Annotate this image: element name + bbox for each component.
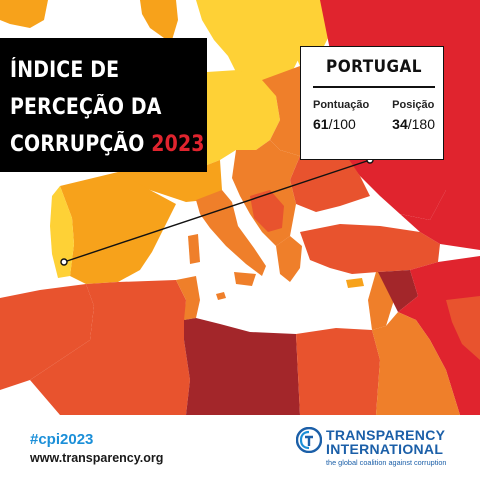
map-syria bbox=[378, 270, 418, 312]
title-line-3: CORRUPÇÃO 2023 bbox=[10, 126, 204, 163]
connector-dot-portugal bbox=[60, 258, 68, 266]
map-egypt bbox=[296, 328, 380, 415]
map-western-europe bbox=[207, 70, 280, 165]
map-gulf-coast bbox=[446, 296, 480, 360]
map-caucasus bbox=[400, 190, 480, 250]
org-name-line2: INTERNATIONAL bbox=[326, 441, 444, 457]
map-spain bbox=[60, 172, 176, 284]
map-sicily bbox=[234, 272, 256, 286]
map-turkey bbox=[300, 224, 440, 274]
title-box: ÍNDICE DE PERCEÇÃO DA CORRUPÇÃO 2023 bbox=[0, 38, 207, 172]
connector-line bbox=[63, 159, 371, 263]
map-libya bbox=[184, 318, 300, 415]
map-greece bbox=[276, 236, 302, 282]
org-tagline: the global coalition against corruption bbox=[326, 458, 447, 467]
map-western-balkans bbox=[250, 190, 284, 232]
stats-row: Pontuação 61/100 Posição 34/180 bbox=[313, 99, 435, 132]
rank-value: 34/180 bbox=[392, 116, 435, 132]
map-tunisia bbox=[176, 276, 200, 320]
website-link[interactable]: www.transparency.org bbox=[30, 451, 164, 465]
score-stat: Pontuação 61/100 bbox=[313, 99, 369, 132]
map-morocco bbox=[0, 284, 94, 390]
country-name: PORTUGAL bbox=[326, 57, 422, 77]
title-line-3-text: CORRUPÇÃO bbox=[10, 132, 145, 157]
rank-total: /180 bbox=[407, 116, 435, 132]
score-number: 61 bbox=[313, 116, 329, 132]
card-divider bbox=[313, 86, 435, 88]
rank-label: Posição bbox=[392, 99, 435, 111]
rank-stat: Posição 34/180 bbox=[392, 99, 435, 132]
title-line-1: ÍNDICE DE bbox=[10, 58, 120, 83]
org-name-line1: TRANSPARENCY bbox=[326, 427, 446, 443]
map-malta bbox=[216, 292, 226, 300]
title-year: 2023 bbox=[151, 132, 205, 157]
map-portugal bbox=[50, 186, 74, 278]
score-total: /100 bbox=[328, 116, 356, 132]
score-value: 61/100 bbox=[313, 116, 369, 132]
score-label: Pontuação bbox=[313, 99, 370, 111]
map-arabia bbox=[372, 312, 460, 415]
country-info-card: PORTUGAL Pontuação 61/100 Posição 34/180 bbox=[300, 46, 444, 160]
hashtag-link[interactable]: #cpi2023 bbox=[30, 431, 94, 448]
transparency-international-logo-icon bbox=[296, 427, 322, 453]
map-great-britain bbox=[140, 0, 178, 40]
rank-number: 34 bbox=[392, 116, 408, 132]
map-sardinia bbox=[188, 234, 200, 264]
map-cyprus bbox=[346, 278, 364, 288]
title-line-2: PERCEÇÃO DA bbox=[10, 95, 162, 120]
map-iraq-iran bbox=[398, 256, 480, 415]
footer: #cpi2023 www.transparency.org TRANSPAREN… bbox=[0, 415, 480, 480]
map-algeria bbox=[30, 280, 190, 415]
map-iceland bbox=[0, 0, 48, 28]
